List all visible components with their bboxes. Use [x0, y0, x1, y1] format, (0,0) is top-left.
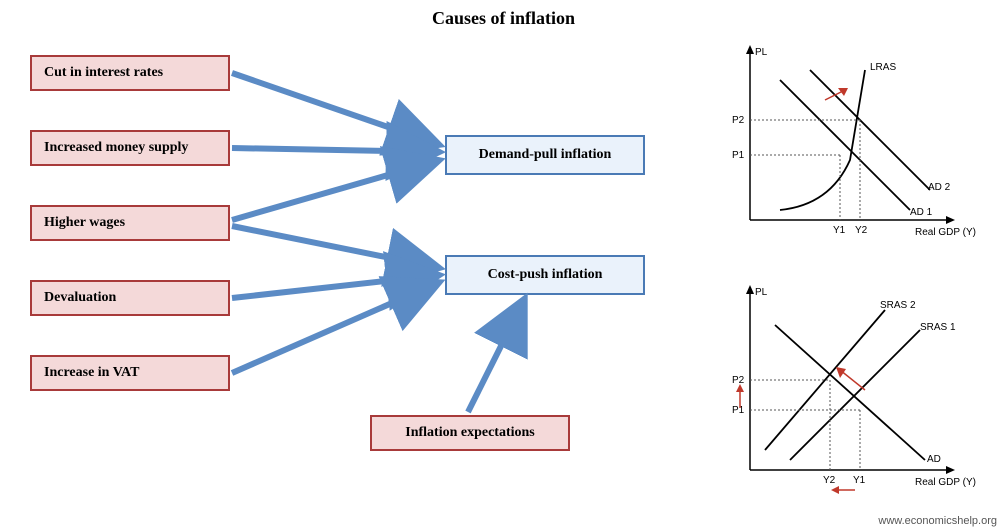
svg-text:AD 1: AD 1 [910, 207, 933, 218]
cause-vat: Increase in VAT [30, 355, 230, 391]
svg-text:LRAS: LRAS [870, 62, 896, 73]
cause-devaluation: Devaluation [30, 280, 230, 316]
svg-text:SRAS 2: SRAS 2 [880, 300, 916, 311]
svg-text:Real GDP (Y): Real GDP (Y) [915, 227, 976, 238]
svg-text:Y1: Y1 [833, 225, 846, 236]
svg-text:Y2: Y2 [823, 475, 836, 486]
svg-text:P1: P1 [732, 150, 745, 161]
cause-wages: Higher wages [30, 205, 230, 241]
svg-text:Y1: Y1 [853, 475, 866, 486]
svg-text:P2: P2 [732, 115, 745, 126]
svg-text:Y2: Y2 [855, 225, 868, 236]
graph-demand-pull: PL Real GDP (Y) LRAS AD 1 AD 2 P1 P2 Y1 … [720, 40, 980, 250]
svg-text:AD: AD [927, 454, 941, 465]
svg-text:P1: P1 [732, 405, 745, 416]
target-cost-push: Cost-push inflation [445, 255, 645, 295]
target-demand-pull: Demand-pull inflation [445, 135, 645, 175]
cause-expectations: Inflation expectations [370, 415, 570, 451]
svg-text:PL: PL [755, 47, 768, 58]
credit-text: www.economicshelp.org [878, 515, 997, 527]
svg-text:P2: P2 [732, 375, 745, 386]
svg-text:PL: PL [755, 287, 768, 298]
svg-text:SRAS 1: SRAS 1 [920, 322, 956, 333]
cause-interest: Cut in interest rates [30, 55, 230, 91]
svg-text:AD 2: AD 2 [928, 182, 951, 193]
cause-money: Increased money supply [30, 130, 230, 166]
svg-text:Real GDP (Y): Real GDP (Y) [915, 477, 976, 488]
graph-cost-push: PL Real GDP (Y) SRAS 1 SRAS 2 AD P1 P2 Y… [720, 280, 980, 500]
page-title: Causes of inflation [0, 8, 1007, 29]
